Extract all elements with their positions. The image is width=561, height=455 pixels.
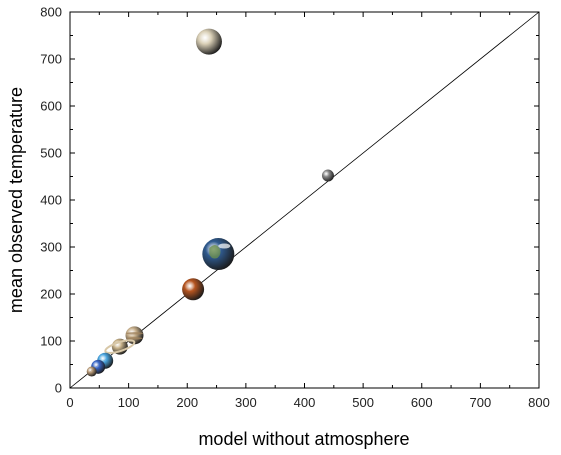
- earth-continent: [209, 245, 221, 259]
- mercury-point: [321, 169, 334, 182]
- earth-cloud: [218, 243, 231, 249]
- x-tick-label: 600: [411, 395, 433, 410]
- reference-line: [69, 11, 540, 389]
- y-tick-label: 400: [40, 193, 62, 208]
- x-tick-label: 200: [176, 395, 198, 410]
- x-tick-label: 800: [528, 395, 550, 410]
- venus-point: [195, 28, 222, 55]
- y-tick-label: 300: [40, 240, 62, 255]
- jupiter-band: [126, 337, 143, 340]
- y-axis: 0 100 200 300 400 500 600 700 800: [40, 5, 539, 396]
- x-tick-label: 700: [470, 395, 492, 410]
- x-tick-label: 300: [235, 395, 257, 410]
- x-tick-label: 100: [118, 395, 140, 410]
- pluto-point: [86, 366, 97, 377]
- y-tick-label: 500: [40, 146, 62, 161]
- y-tick-label: 0: [55, 381, 62, 396]
- y-tick-label: 100: [40, 334, 62, 349]
- y-tick-label: 700: [40, 52, 62, 67]
- plot-area: [69, 11, 540, 389]
- x-axis: 0 100 200 300 400 500 600 700 800: [66, 12, 550, 410]
- x-axis-label: model without atmosphere: [198, 429, 409, 449]
- saturn-ring: [104, 339, 136, 354]
- y-tick-label: 800: [40, 5, 62, 20]
- y-tick-label: 200: [40, 287, 62, 302]
- x-tick-label: 400: [294, 395, 316, 410]
- y-axis-label: mean observed temperature: [6, 87, 26, 313]
- y-tick-label: 600: [40, 99, 62, 114]
- x-tick-label: 500: [352, 395, 374, 410]
- mars-point: [182, 278, 205, 301]
- jupiter-band: [125, 332, 144, 335]
- x-tick-label: 0: [66, 395, 73, 410]
